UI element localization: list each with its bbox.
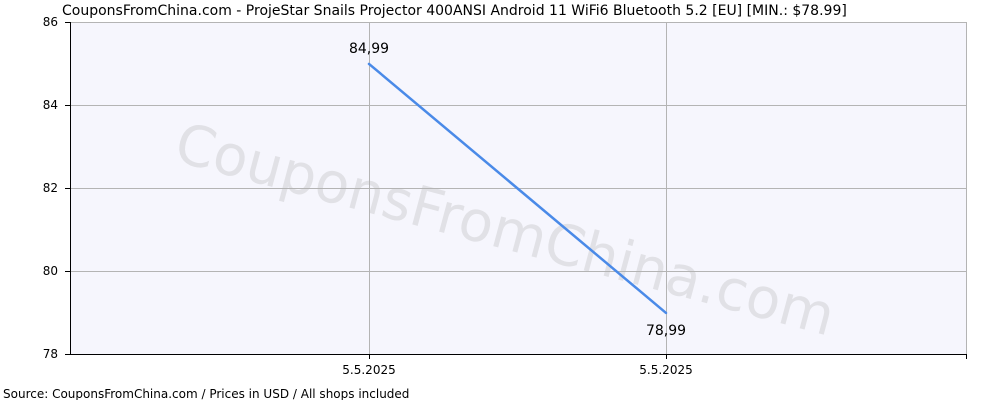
chart-title: CouponsFromChina.com - ProjeStar Snails … xyxy=(62,3,847,19)
x-tick-label: 5.5.2025 xyxy=(639,363,692,377)
data-label: 78,99 xyxy=(646,323,686,339)
grid-layer xyxy=(70,22,967,354)
y-tick-label: 80 xyxy=(43,264,58,278)
x-tick-label: 5.5.2025 xyxy=(342,363,395,377)
label-layer: 84,99 78,99 xyxy=(349,41,686,339)
y-tick-label: 84 xyxy=(43,98,58,112)
y-tick-label: 78 xyxy=(43,347,58,361)
y-tick-label: 82 xyxy=(43,181,58,195)
series-layer xyxy=(367,62,668,315)
axis-layer: 78 80 82 84 86 5.5.2025 5.5.2025 xyxy=(43,15,967,377)
source-note: Source: CouponsFromChina.com / Prices in… xyxy=(3,387,409,400)
data-label: 84,99 xyxy=(349,41,389,57)
price-line xyxy=(367,62,668,315)
y-tick-label: 86 xyxy=(43,15,58,29)
